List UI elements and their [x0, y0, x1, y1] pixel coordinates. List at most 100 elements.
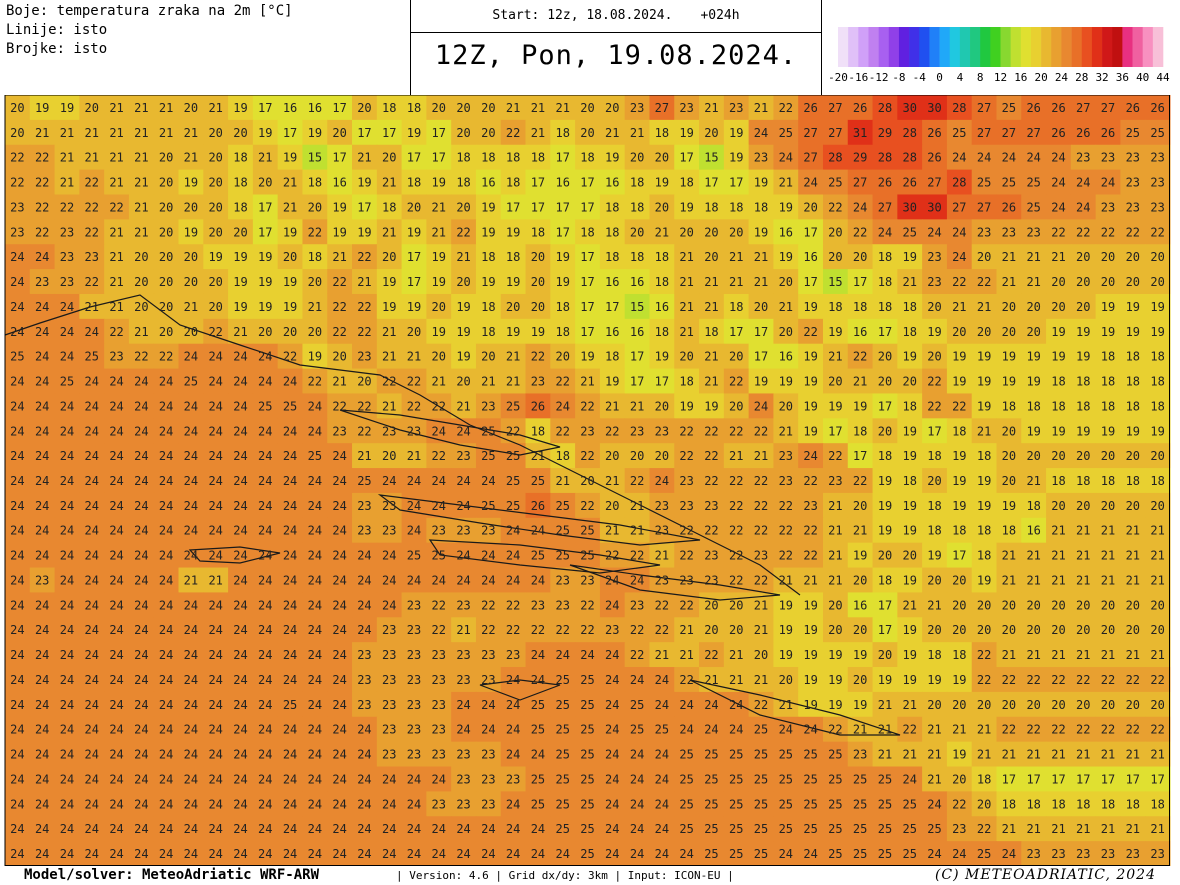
colorbar-tick-label: -8 [892, 71, 905, 84]
temperature-label: 23 [382, 698, 396, 712]
temperature-label: 22 [506, 598, 520, 612]
temperature-label: 24 [382, 598, 396, 612]
temperature-label: 24 [432, 847, 446, 861]
temperature-cell [401, 293, 427, 320]
temperature-label: 24 [407, 573, 421, 587]
temperature-label: 24 [357, 598, 371, 612]
temperature-label: 20 [1076, 623, 1090, 637]
colorbar-swatch [1132, 27, 1143, 67]
temperature-label: 22 [332, 300, 346, 314]
temperature-label: 22 [754, 474, 768, 488]
temperature-cell [699, 244, 725, 270]
temperature-label: 20 [853, 673, 867, 687]
temperature-label: 21 [828, 573, 842, 587]
temperature-label: 24 [605, 748, 619, 762]
temperature-label: 25 [10, 350, 24, 364]
temperature-label: 21 [134, 176, 148, 190]
temperature-label: 22 [580, 399, 594, 413]
temperature-label: 23 [456, 772, 470, 786]
temperature-label: 18 [233, 151, 247, 165]
temperature-cell [252, 293, 279, 320]
temperature-label: 21 [754, 623, 768, 637]
temperature-label: 24 [332, 499, 346, 513]
temperature-label: 19 [1126, 300, 1140, 314]
temperature-cell [550, 95, 576, 121]
temperature-label: 18 [927, 524, 941, 538]
temperature-cell [946, 144, 973, 171]
temperature-label: 24 [283, 524, 297, 538]
temperature-label: 21 [679, 300, 693, 314]
temperature-label: 19 [952, 673, 966, 687]
temperature-label: 22 [704, 524, 718, 538]
temperature-label: 17 [258, 225, 272, 239]
temperature-label: 24 [35, 698, 49, 712]
temperature-label: 24 [233, 399, 247, 413]
temperature-label: 24 [258, 573, 272, 587]
temperature-label: 24 [184, 822, 198, 836]
temperature-cell [376, 119, 403, 146]
temperature-label: 20 [208, 225, 222, 239]
lead-time: +024h [700, 8, 740, 23]
temperature-label: 25 [555, 748, 569, 762]
temperature-label: 19 [357, 176, 371, 190]
temperature-label: 19 [432, 275, 446, 289]
temperature-cell [971, 194, 997, 220]
temperature-cell [922, 194, 948, 220]
temperature-label: 20 [1026, 698, 1040, 712]
temperature-label: 24 [159, 573, 173, 587]
temperature-cell [203, 194, 229, 220]
temperature-label: 24 [407, 524, 421, 538]
temperature-label: 26 [531, 499, 545, 513]
temperature-label: 17 [1051, 772, 1065, 786]
temperature-cell [153, 244, 180, 270]
temperature-label: 24 [10, 250, 24, 264]
temperature-label: 25 [729, 797, 743, 811]
temperature-cell [352, 318, 378, 345]
temperature-label: 22 [828, 200, 842, 214]
temperature-cell [550, 318, 576, 345]
temperature-cell [1046, 219, 1072, 245]
temperature-label: 24 [184, 499, 198, 513]
temperature-label: 24 [233, 748, 247, 762]
temperature-cell [104, 95, 130, 121]
temperature-label: 24 [357, 797, 371, 811]
temperature-cell [228, 119, 254, 146]
temperature-label: 22 [630, 623, 644, 637]
temperature-cell [426, 144, 452, 171]
colorbar-swatch [1142, 27, 1154, 67]
temperature-label: 17 [630, 350, 644, 364]
temperature-label: 24 [60, 499, 74, 513]
temperature-label: 24 [60, 847, 74, 861]
temperature-cell [723, 95, 750, 121]
temperature-cell [748, 244, 774, 270]
temperature-cell [649, 244, 675, 270]
temperature-label: 19 [952, 748, 966, 762]
temperature-cell [302, 293, 328, 320]
temperature-cell [1095, 169, 1121, 195]
temperature-cell [624, 119, 650, 146]
temperature-label: 24 [233, 524, 247, 538]
temperature-label: 17 [704, 176, 718, 190]
temperature-label: 24 [332, 673, 346, 687]
temperature-label: 17 [853, 449, 867, 463]
temperature-cell [723, 293, 750, 320]
temperature-label: 18 [704, 200, 718, 214]
temperature-label: 24 [60, 474, 74, 488]
temperature-label: 21 [159, 126, 173, 140]
temperature-label: 22 [729, 424, 743, 438]
temperature-cell [996, 95, 1022, 121]
temperature-cell [475, 244, 502, 270]
temperature-label: 22 [729, 524, 743, 538]
temperature-label: 19 [754, 375, 768, 389]
temperature-label: 19 [779, 648, 793, 662]
temperature-cell [29, 219, 56, 245]
temperature-cell [847, 269, 874, 295]
temperature-cell [946, 194, 973, 220]
temperature-label: 20 [432, 350, 446, 364]
temperature-cell [748, 144, 774, 171]
temperature-cell [1046, 318, 1072, 345]
temperature-label: 20 [159, 200, 173, 214]
colorbar-tick-label: 0 [936, 71, 943, 84]
temperature-label: 24 [283, 748, 297, 762]
temperature-label: 16 [283, 101, 297, 115]
